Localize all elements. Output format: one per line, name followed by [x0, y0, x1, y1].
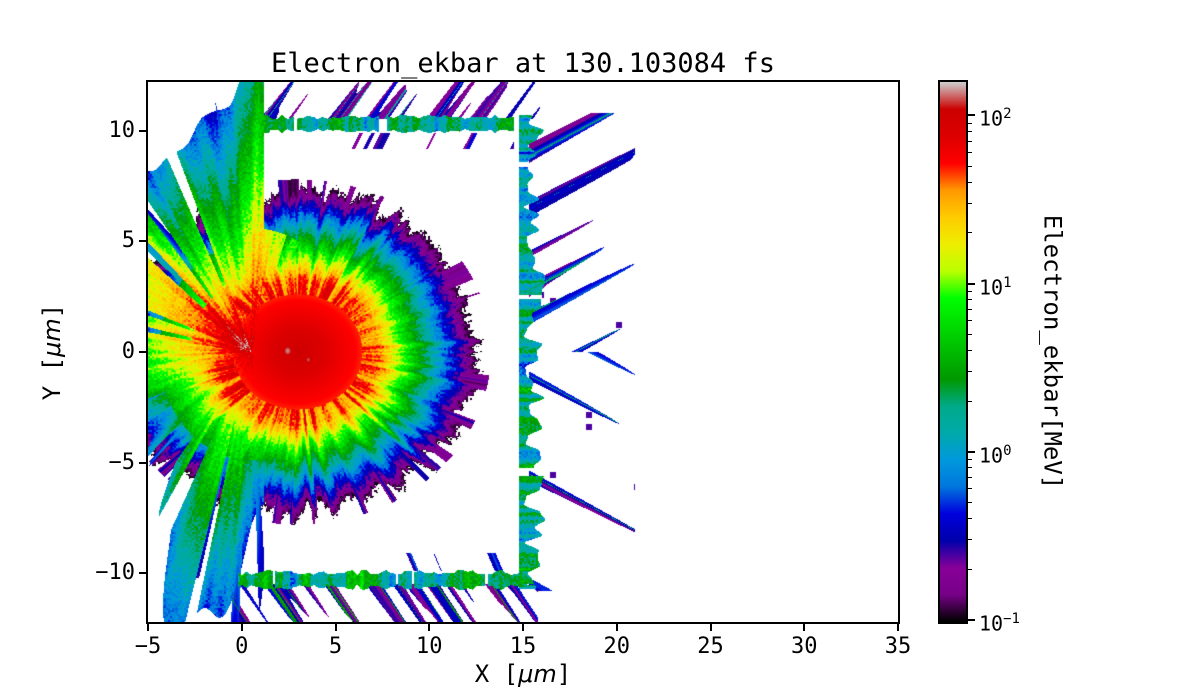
colorbar-minor-tick — [968, 320, 972, 322]
x-tick-label: −5 — [134, 634, 162, 659]
colorbar-minor-tick — [968, 165, 972, 167]
y-tick-mark — [139, 351, 146, 353]
colorbar-minor-tick — [968, 152, 972, 154]
plot-title: Electron_ekbar at 130.103084 fs — [271, 48, 775, 79]
x-tick-mark — [615, 624, 618, 631]
colorbar-tick-mark — [968, 618, 975, 621]
colorbar-tick-mark — [968, 282, 975, 285]
x-tick-mark — [709, 624, 712, 631]
colorbar-tick-base: 10 — [979, 443, 1004, 468]
colorbar-tick-exponent: 1 — [1003, 274, 1012, 291]
colorbar-minor-tick — [968, 232, 972, 234]
colorbar-minor-tick — [968, 467, 972, 469]
y-tick-mark — [139, 572, 146, 575]
colorbar-tick-exponent: 0 — [1003, 442, 1012, 459]
colorbar-tick-mark — [968, 450, 975, 453]
colorbar-tick-label: 102 — [979, 101, 1012, 131]
x-tick-label: 15 — [509, 634, 537, 659]
y-axis-label-prefix: Y [ — [38, 356, 66, 401]
y-tick-label: 10 — [108, 117, 136, 143]
x-tick-label: 30 — [791, 634, 818, 659]
y-axis-label-suffix: ] — [38, 303, 66, 319]
colorbar-minor-tick — [968, 299, 972, 301]
colorbar-minor-tick — [968, 290, 972, 292]
colorbar-minor-tick — [968, 122, 972, 124]
colorbar-minor-tick — [968, 349, 972, 351]
y-axis-label: Y [μm] — [28, 82, 76, 622]
colorbar-minor-tick — [968, 309, 972, 311]
y-tick-mark — [139, 461, 146, 464]
x-tick-label: 20 — [603, 634, 631, 659]
colorbar-tick-label: 10−1 — [979, 606, 1020, 636]
colorbar-tick-base: 10 — [979, 611, 1004, 636]
x-tick-mark — [897, 624, 899, 631]
x-axis-label-prefix: X [ — [474, 660, 519, 688]
colorbar-tick-exponent: 2 — [1003, 106, 1012, 123]
heatmap-canvas — [148, 82, 898, 622]
y-tick-label: 5 — [121, 228, 135, 254]
colorbar-minor-tick — [968, 458, 972, 460]
colorbar-tick-label: 101 — [979, 270, 1012, 300]
x-tick-label: 35 — [884, 634, 912, 659]
colorbar-minor-tick — [968, 400, 972, 402]
x-tick-mark — [803, 624, 806, 631]
y-axis-label-math: μm — [38, 318, 66, 357]
colorbar-minor-tick — [968, 488, 972, 490]
colorbar-minor-tick — [968, 333, 972, 335]
x-tick-mark — [334, 624, 337, 631]
y-tick-label: −10 — [95, 560, 135, 586]
colorbar-minor-tick — [968, 518, 972, 520]
colorbar-tick-label: 100 — [979, 438, 1012, 468]
colorbar-minor-tick — [968, 568, 972, 570]
x-tick-mark — [428, 624, 431, 631]
colorbar-minor-tick — [968, 477, 972, 479]
x-tick-label: 5 — [328, 634, 343, 659]
colorbar-minor-tick — [968, 202, 972, 204]
colorbar-minor-tick — [968, 131, 972, 133]
y-tick-label: 0 — [121, 339, 135, 364]
y-tick-label: −5 — [108, 449, 136, 475]
colorbar-minor-tick — [968, 370, 972, 372]
x-tick-label: 0 — [235, 634, 249, 659]
colorbar-label: Electron_ekbar[MeV] — [1038, 214, 1067, 490]
colorbar-minor-tick — [968, 140, 972, 142]
colorbar-tick-exponent: −1 — [1003, 610, 1020, 627]
y-tick-mark — [139, 240, 146, 243]
y-tick-mark — [139, 129, 146, 132]
x-tick-label: 25 — [697, 634, 724, 659]
x-tick-mark — [522, 624, 524, 631]
colorbar-minor-tick — [968, 501, 972, 503]
colorbar-tick-base: 10 — [979, 107, 1004, 132]
x-axis-label-suffix: ] — [556, 660, 572, 688]
colorbar-gradient-canvas — [940, 82, 966, 622]
x-tick-label: 10 — [416, 634, 443, 659]
x-axis-label-math: μm — [518, 660, 557, 688]
x-tick-mark — [147, 624, 149, 631]
colorbar-tick-base: 10 — [979, 275, 1004, 300]
colorbar-tick-mark — [968, 114, 975, 117]
colorbar-minor-tick — [968, 539, 972, 541]
colorbar-minor-tick — [968, 181, 972, 183]
x-axis-label: X [μm] — [148, 660, 898, 688]
x-tick-mark — [240, 624, 243, 631]
